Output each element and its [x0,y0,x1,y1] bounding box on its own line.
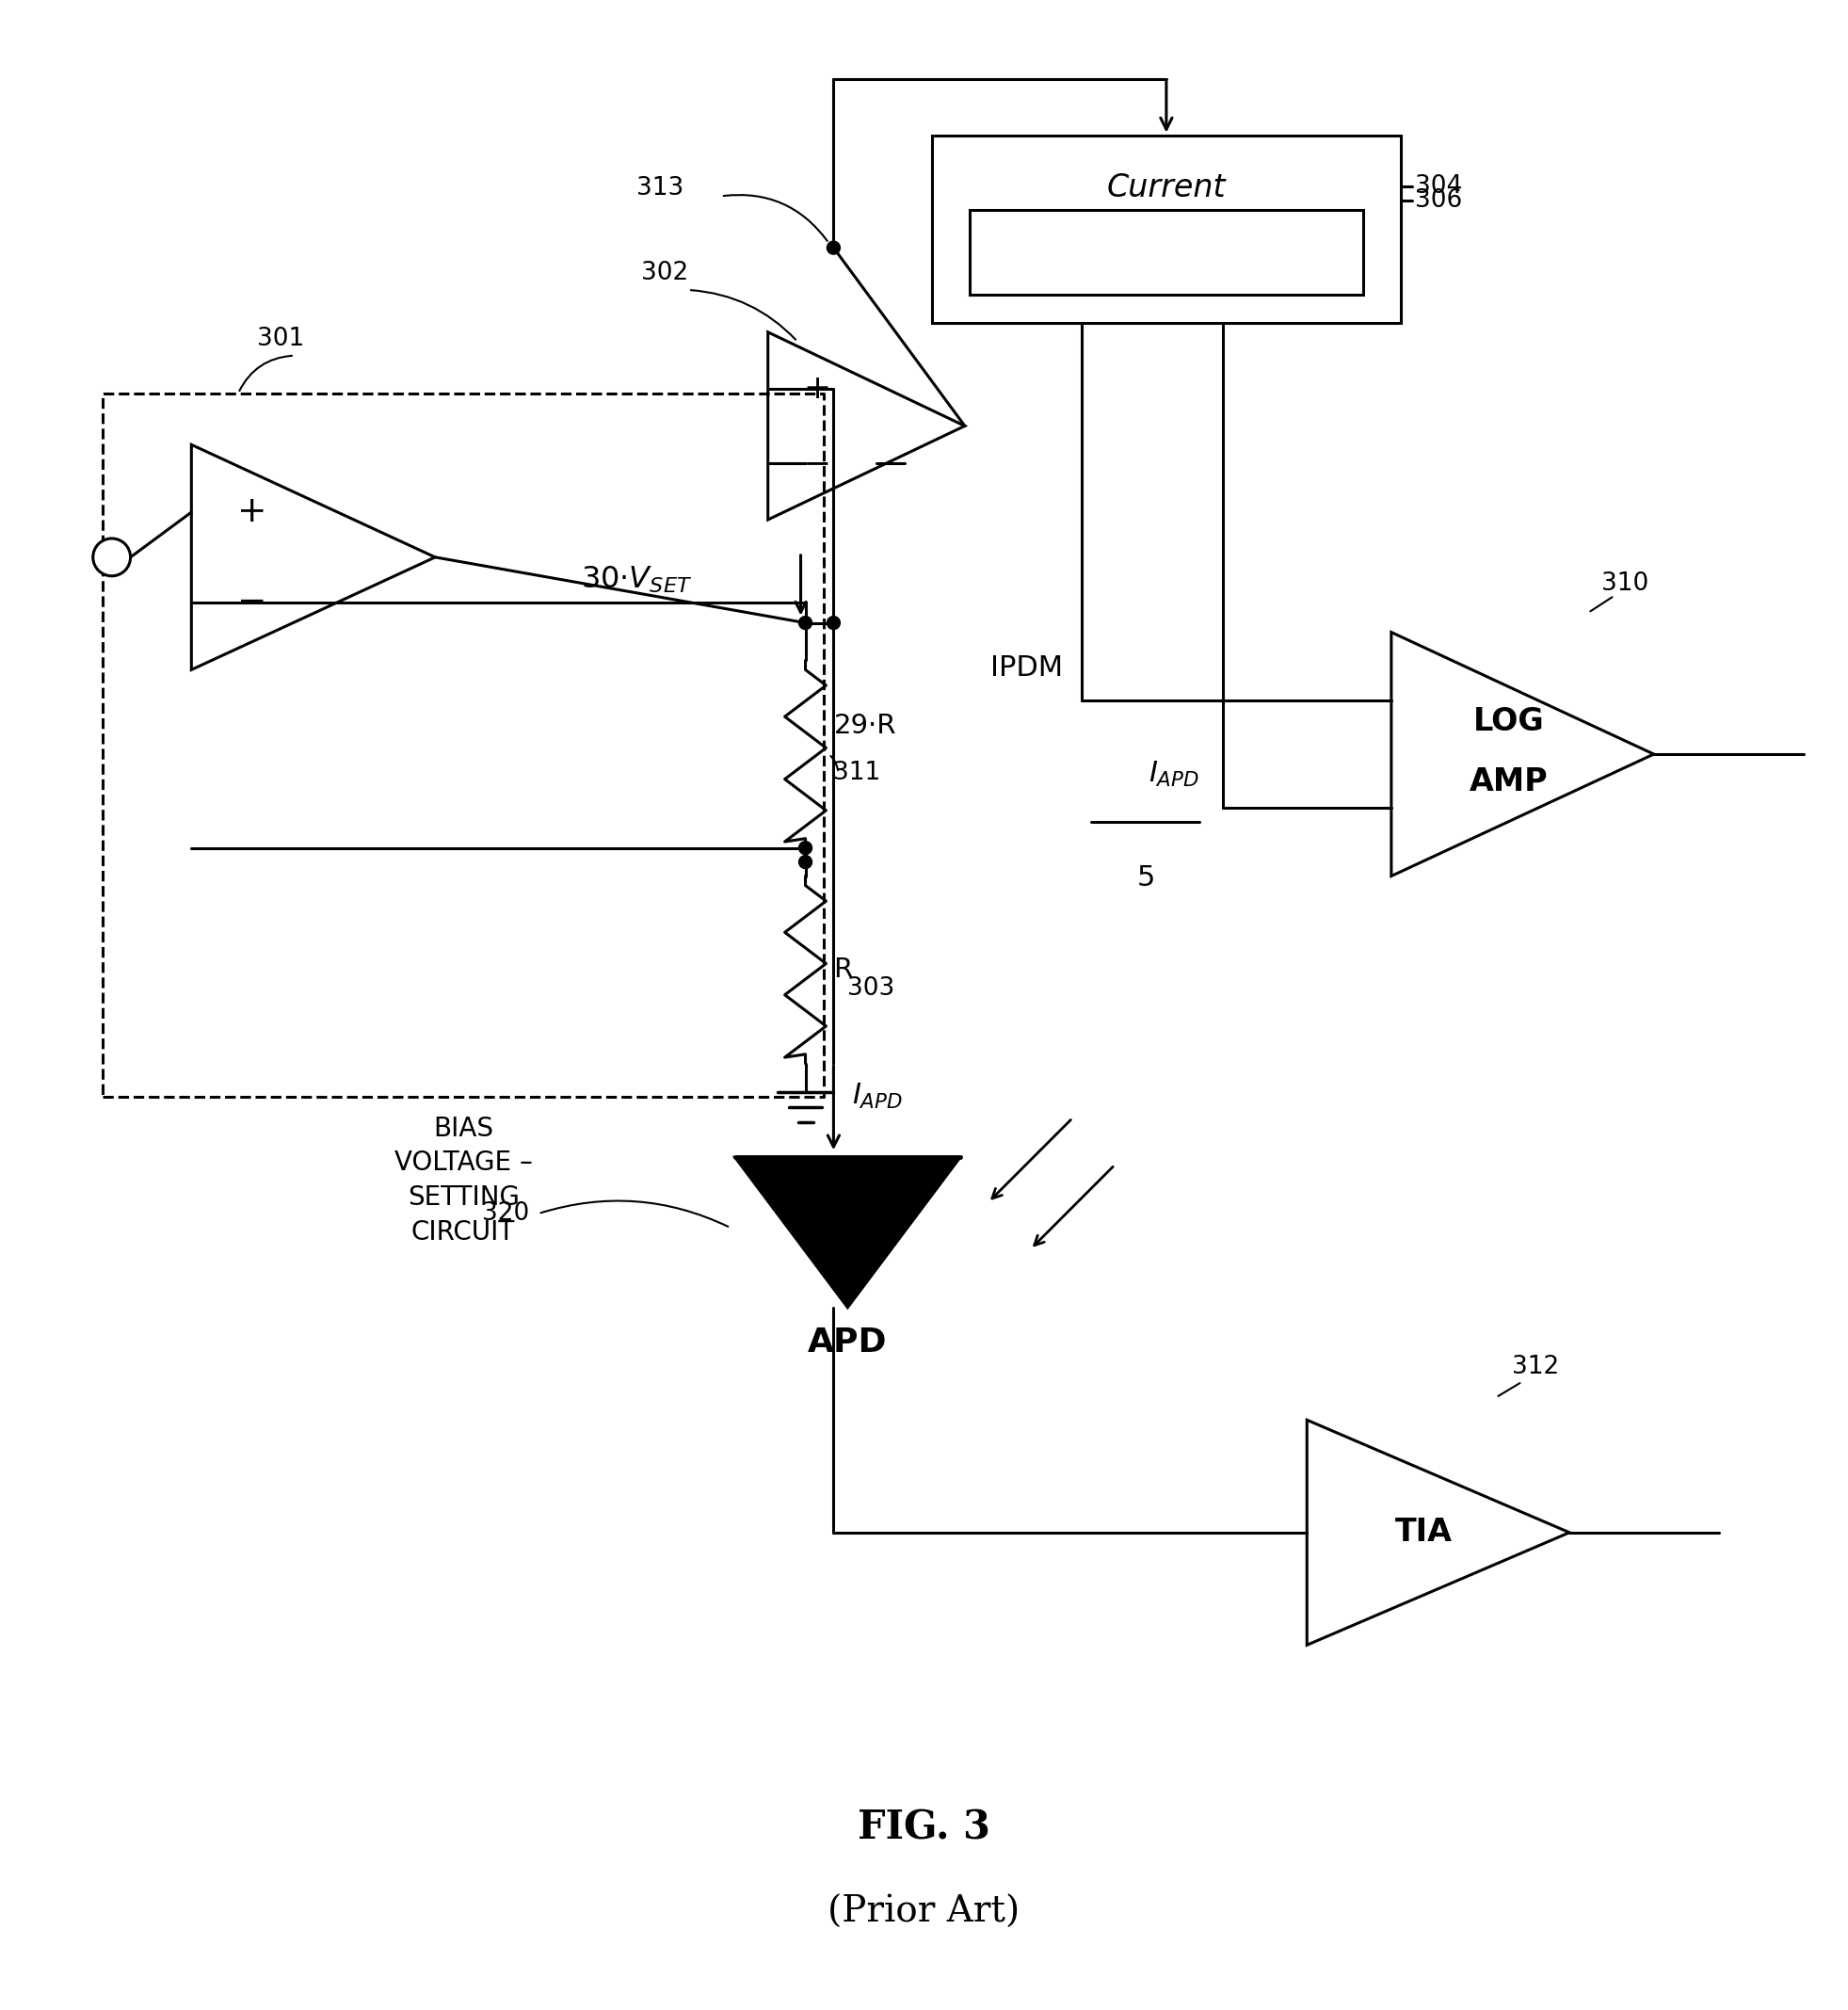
Text: 5: 5 [1137,864,1155,890]
Text: +: + [804,372,832,404]
Text: 304: 304 [1416,175,1462,199]
Circle shape [826,241,841,255]
Text: TIA: TIA [1395,1518,1453,1548]
Text: 301: 301 [257,326,305,352]
Text: 303: 303 [848,977,894,1001]
Circle shape [92,539,131,577]
Text: IPDM: IPDM [991,655,1063,681]
Text: (Prior Art): (Prior Art) [828,1895,1020,1930]
Text: 29·R: 29·R [833,714,896,740]
Text: 306: 306 [1416,189,1462,213]
Text: −: − [238,585,268,619]
Text: HV Trans: HV Trans [1109,239,1225,265]
Text: 302: 302 [641,261,689,285]
Text: R: R [833,957,852,983]
Circle shape [798,617,811,629]
FancyBboxPatch shape [970,211,1364,295]
Text: 320: 320 [482,1202,529,1226]
Circle shape [798,856,811,868]
Text: BIAS
VOLTAGE –
SETTING
CIRCUIT: BIAS VOLTAGE – SETTING CIRCUIT [394,1116,532,1246]
Text: $I_{APD}$: $I_{APD}$ [852,1081,904,1112]
Text: 30·$V_{SET}$: 30·$V_{SET}$ [580,565,691,595]
Text: 311: 311 [833,760,881,786]
Text: FIG. 3: FIG. 3 [857,1809,991,1847]
Text: Mirror: Mirror [1120,209,1214,241]
Text: 312: 312 [1512,1355,1560,1379]
Text: AMP: AMP [1469,766,1549,798]
Text: 310: 310 [1600,571,1648,595]
Text: 313: 313 [636,177,684,201]
Text: $I_{APD}$: $I_{APD}$ [1148,760,1199,790]
Text: Current: Current [1107,173,1225,203]
Text: APD: APD [808,1327,887,1359]
Circle shape [826,617,841,629]
Text: +: + [238,494,268,529]
Polygon shape [736,1158,961,1307]
FancyBboxPatch shape [931,135,1401,324]
Text: LOG: LOG [1473,706,1545,738]
Text: −: − [804,448,832,480]
Circle shape [798,842,811,854]
